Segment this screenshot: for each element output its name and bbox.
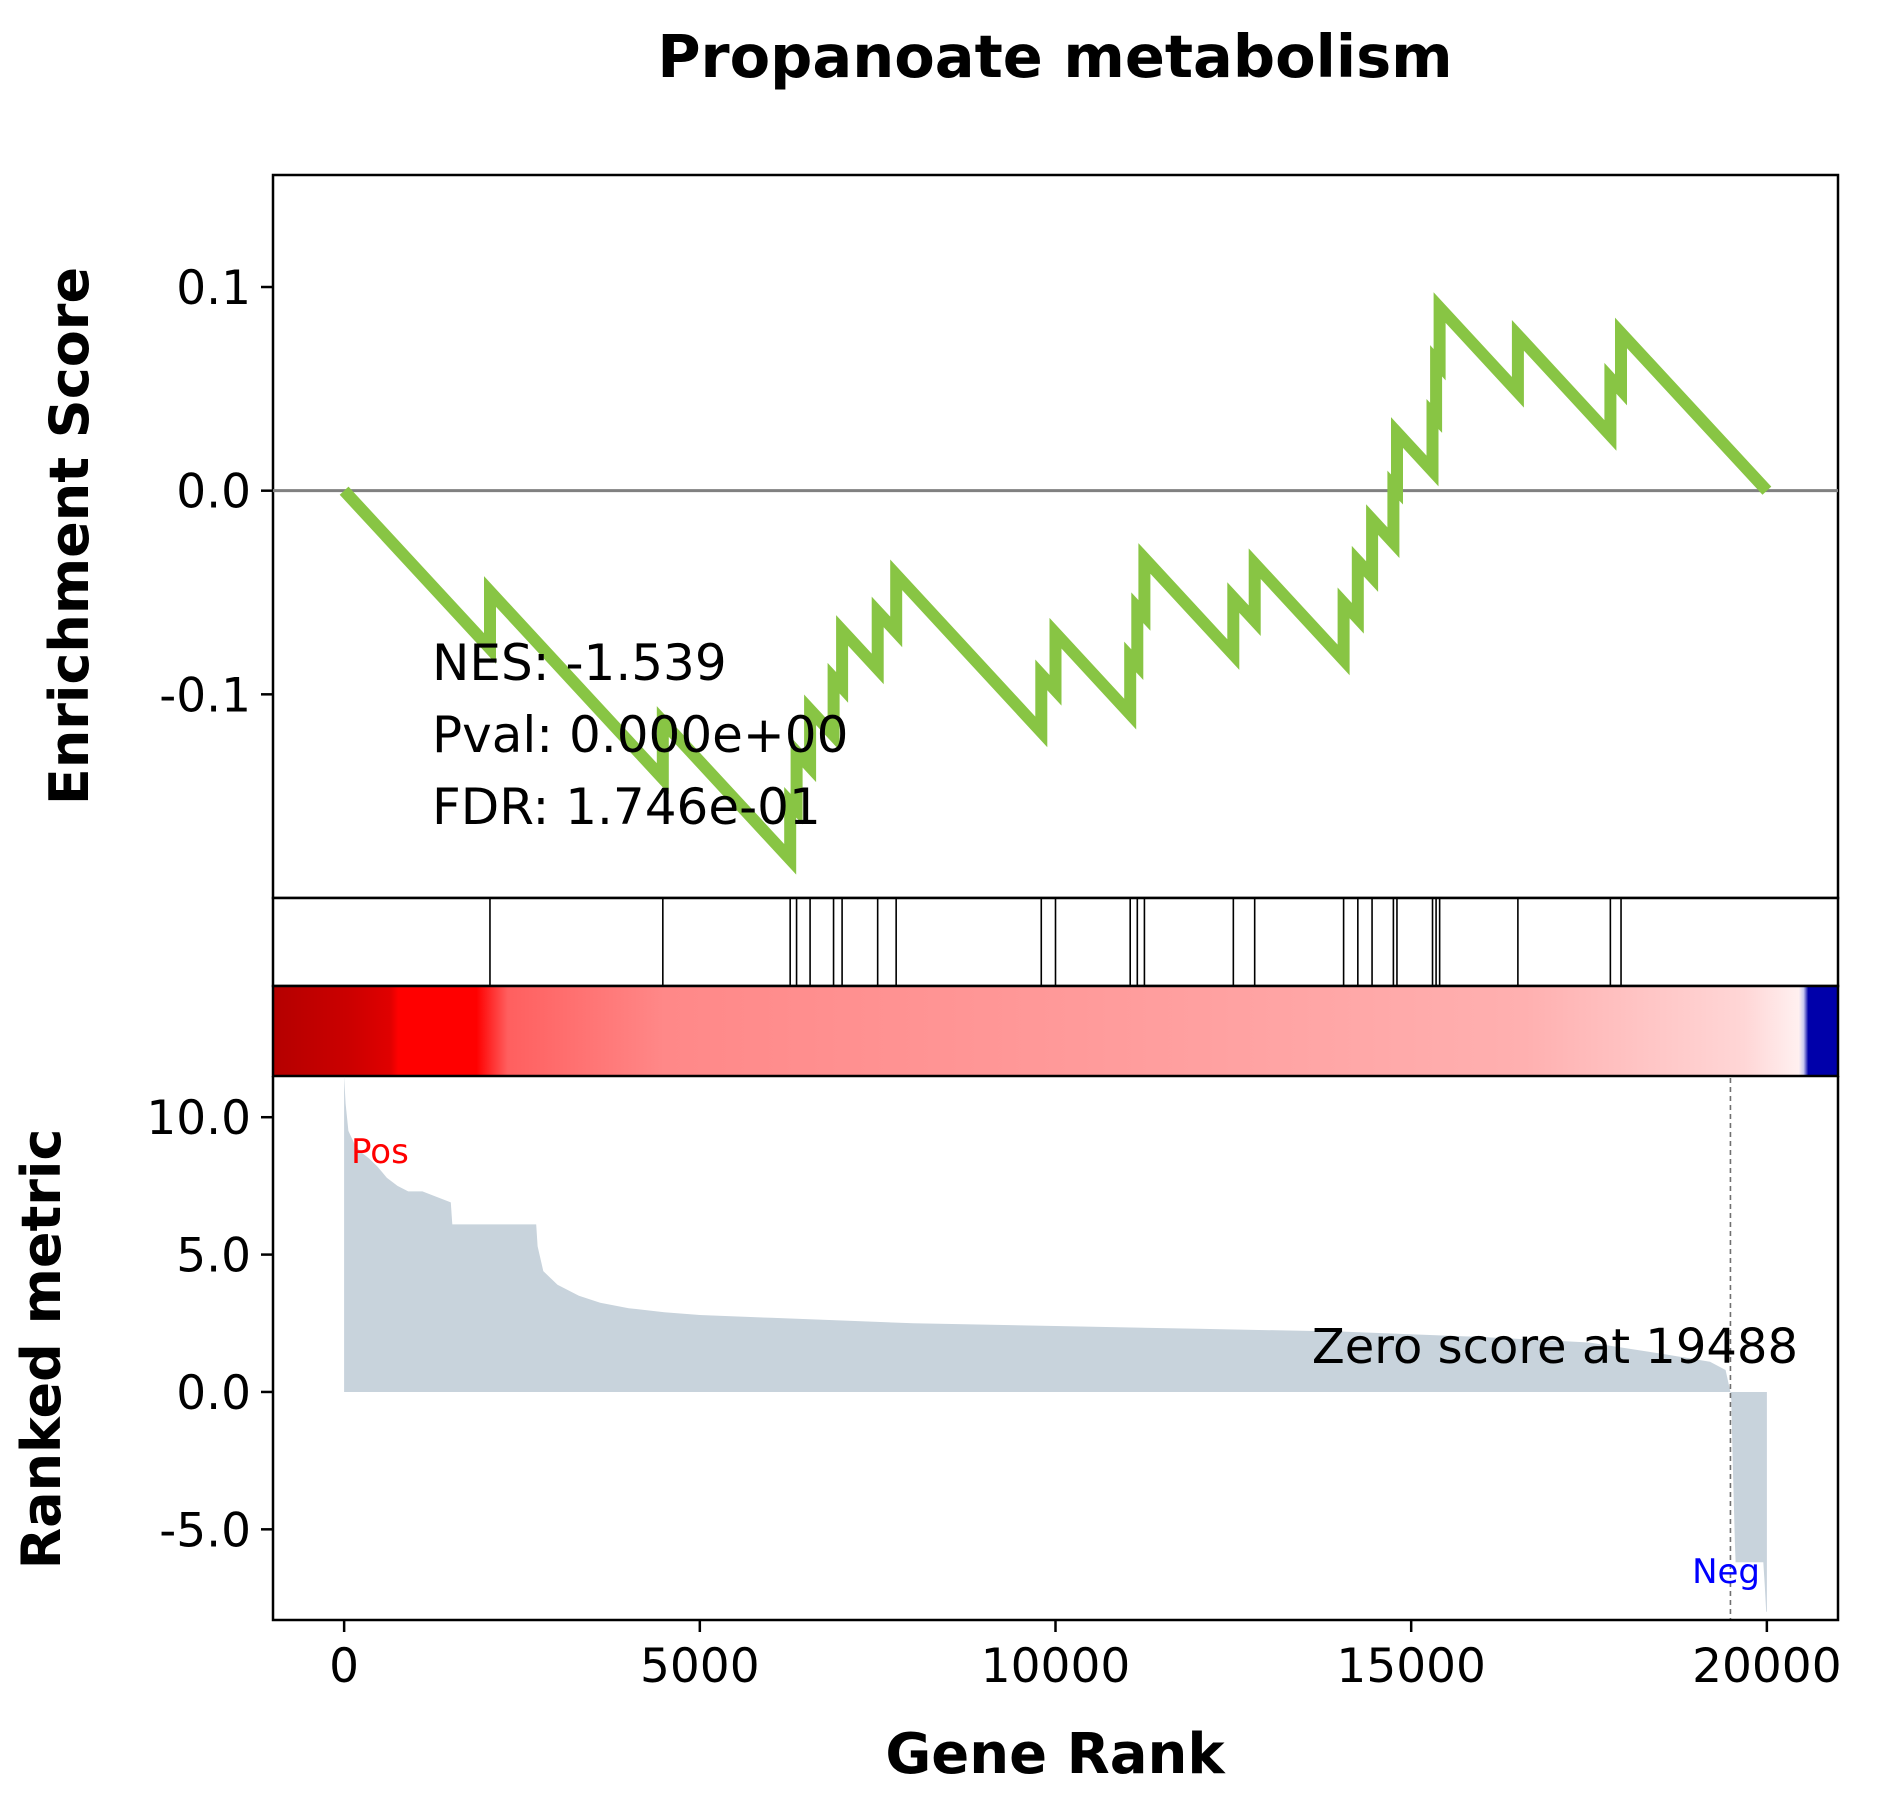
metric-y-ticks: -5.0 0.0 5.0 10.0 (146, 1091, 273, 1558)
neg-label: Neg (1692, 1552, 1760, 1592)
x-tick-label: 0 (329, 1639, 359, 1694)
hits-panel (271, 896, 1840, 988)
metric-y-tick-label: 0.0 (176, 1366, 251, 1421)
es-y-tick-label: 0.1 (176, 261, 251, 316)
hit-lines (489, 898, 1622, 986)
x-axis-label: Gene Rank (885, 1722, 1226, 1787)
es-stats-annotation: NES: -1.539 Pval: 0.000e+00 FDR: 1.746e-01 (432, 634, 848, 836)
metric-y-tick-label: -5.0 (159, 1503, 251, 1558)
metric-axes-frame (271, 1076, 1840, 1622)
es-stat-label: FDR: 1.746e-01 (432, 778, 821, 836)
metric-y-tick-label: 10.0 (146, 1091, 251, 1146)
metric-y-axis-label: Ranked metric (10, 1129, 73, 1570)
chart-title: Propanoate metabolism (657, 22, 1452, 91)
x-tick-label: 20000 (1692, 1639, 1842, 1694)
es-y-axis-label: Enrichment Score (38, 267, 101, 805)
x-tick-label: 10000 (981, 1639, 1131, 1694)
zero-score-annotation: Zero score at 19488 (1312, 1319, 1798, 1375)
x-tick-label: 15000 (1336, 1639, 1486, 1694)
enrichment-score-panel: -0.1 0.0 0.1 NES: -1.539 Pval: 0.000e+00 FDR… (159, 173, 1840, 900)
pos-label: Pos (351, 1132, 409, 1172)
es-curve-group (339, 292, 1772, 875)
es-y-tick-label: -0.1 (159, 668, 251, 723)
ranked-metric-panel: Zero score at 19488 Pos Neg -5.0 0.0 5.0 10… (146, 1076, 1842, 1694)
metric-fill-area (344, 1076, 1767, 1612)
ranking-colorbar (271, 984, 1840, 1078)
x-tick-label: 5000 (640, 1639, 760, 1694)
es-y-ticks: -0.1 0.0 0.1 (159, 261, 273, 723)
es-stat-label: Pval: 0.000e+00 (432, 706, 848, 764)
metric-fill-group (344, 1076, 1767, 1612)
metric-x-ticks: 0 5000 10000 15000 20000 (329, 1620, 1842, 1694)
metric-y-tick-label: 5.0 (176, 1229, 251, 1284)
es-y-tick-label: 0.0 (176, 465, 251, 520)
es-axes-frame (271, 173, 1840, 900)
es-running-sum-line (339, 292, 1772, 875)
es-stat-label: NES: -1.539 (432, 634, 727, 692)
